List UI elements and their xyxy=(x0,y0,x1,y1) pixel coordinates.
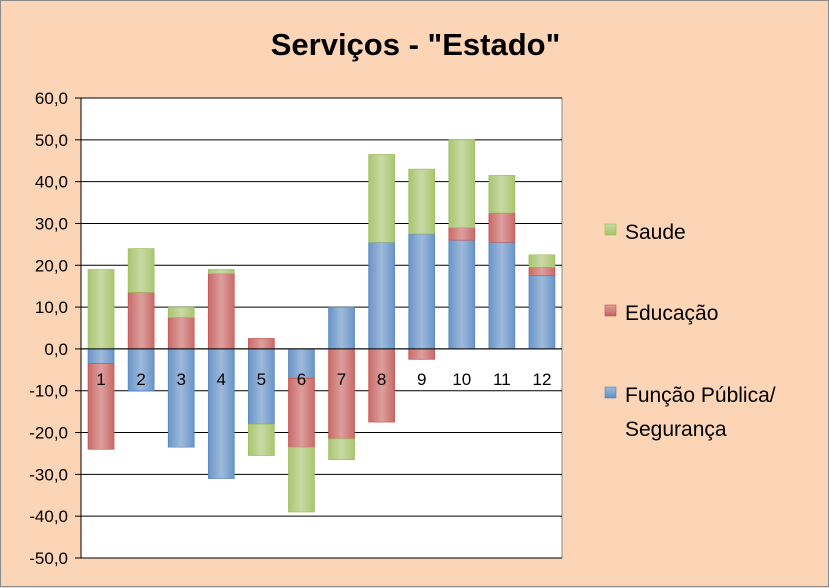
bar-saude-6 xyxy=(288,446,315,513)
y-tick-label: -10,0 xyxy=(29,382,68,401)
bar-fun-o-p-blica-seguran-a-6 xyxy=(288,348,315,379)
y-tick-label: 20,0 xyxy=(35,256,68,275)
bar-fun-o-p-blica-seguran-a-11 xyxy=(488,241,516,350)
x-tick-label: 10 xyxy=(452,370,471,389)
y-tick-label: 50,0 xyxy=(35,131,68,150)
bar-educa-o-1 xyxy=(87,363,115,450)
legend-label: Educação xyxy=(625,302,718,325)
bar-educa-o-8 xyxy=(368,348,395,423)
y-tick-label: 10,0 xyxy=(35,298,68,317)
bar-fun-o-p-blica-seguran-a-10 xyxy=(448,239,476,350)
x-tick-label: 1 xyxy=(96,370,105,389)
bar-educa-o-12 xyxy=(528,267,556,277)
y-tick-label: 60,0 xyxy=(35,89,68,108)
bar-fun-o-p-blica-seguran-a-12 xyxy=(528,275,556,350)
y-tick-label: -40,0 xyxy=(29,507,68,526)
bar-educa-o-4 xyxy=(207,273,235,350)
bar-educa-o-2 xyxy=(127,292,155,350)
bar-saude-7 xyxy=(328,438,355,461)
bar-saude-1 xyxy=(87,269,115,350)
x-tick-label: 7 xyxy=(337,370,346,389)
x-tick-label: 2 xyxy=(136,370,145,389)
bar-fun-o-p-blica-seguran-a-9 xyxy=(408,233,436,350)
bar-saude-12 xyxy=(528,254,556,268)
bar-saude-4 xyxy=(207,269,235,274)
legend-label-line2: Segurança xyxy=(625,418,727,441)
plot-area xyxy=(80,97,563,559)
bar-saude-3 xyxy=(167,306,195,318)
bar-saude-11 xyxy=(488,175,516,214)
bar-fun-o-p-blica-seguran-a-8 xyxy=(368,241,395,350)
y-tick-label: 40,0 xyxy=(35,173,68,192)
x-tick-label: 3 xyxy=(176,370,185,389)
bar-educa-o-5 xyxy=(248,338,275,350)
bar-educa-o-6 xyxy=(288,377,315,448)
bar-educa-o-3 xyxy=(167,317,195,350)
bar-saude-2 xyxy=(127,248,155,293)
bar-educa-o-10 xyxy=(448,227,476,241)
legend-swatch xyxy=(604,304,617,317)
chart-title: Serviços - "Estado" xyxy=(270,27,561,62)
bar-saude-10 xyxy=(448,139,476,228)
bar-educa-o-11 xyxy=(488,212,516,243)
x-tick-label: 11 xyxy=(493,370,511,389)
bar-saude-5 xyxy=(248,423,275,456)
x-tick-label: 4 xyxy=(217,370,226,389)
x-tick-label: 9 xyxy=(417,370,426,389)
y-tick-label: 0,0 xyxy=(44,340,68,359)
legend-swatch xyxy=(604,223,617,236)
x-tick-label: 12 xyxy=(532,370,551,389)
bar-fun-o-p-blica-seguran-a-4 xyxy=(207,348,235,479)
y-tick-label: -30,0 xyxy=(29,465,68,484)
bar-fun-o-p-blica-seguran-a-7 xyxy=(328,306,355,350)
bar-fun-o-p-blica-seguran-a-1 xyxy=(87,348,115,364)
bar-educa-o-9 xyxy=(408,348,436,360)
y-tick-label: -50,0 xyxy=(29,549,68,568)
legend-swatch xyxy=(604,386,617,399)
y-tick-label: -20,0 xyxy=(29,424,68,443)
x-tick-label: 8 xyxy=(377,370,386,389)
legend-label: Função Pública/ xyxy=(625,384,776,407)
bar-saude-8 xyxy=(368,154,395,243)
bar-fun-o-p-blica-seguran-a-3 xyxy=(167,348,195,448)
bar-educa-o-7 xyxy=(328,348,355,440)
legend-label: Saude xyxy=(625,221,686,244)
bar-saude-9 xyxy=(408,168,436,235)
x-tick-label: 5 xyxy=(257,370,266,389)
x-tick-label: 6 xyxy=(297,370,306,389)
bar-fun-o-p-blica-seguran-a-2 xyxy=(127,348,155,392)
y-tick-label: 30,0 xyxy=(35,214,68,233)
